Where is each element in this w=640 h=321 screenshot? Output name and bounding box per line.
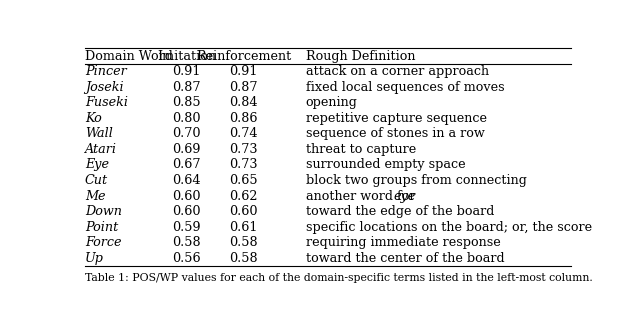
Text: surrounded empty space: surrounded empty space: [306, 159, 465, 171]
Text: Table 1: POS/WP values for each of the domain-specific terms listed in the left-: Table 1: POS/WP values for each of the d…: [85, 273, 593, 283]
Text: 0.60: 0.60: [172, 205, 201, 218]
Text: threat to capture: threat to capture: [306, 143, 416, 156]
Text: Fuseki: Fuseki: [85, 96, 128, 109]
Text: 0.87: 0.87: [172, 81, 201, 94]
Text: 0.56: 0.56: [172, 252, 201, 265]
Text: sequence of stones in a row: sequence of stones in a row: [306, 127, 484, 140]
Text: opening: opening: [306, 96, 358, 109]
Text: Imitation: Imitation: [157, 50, 216, 63]
Text: eye: eye: [394, 189, 416, 203]
Text: 0.62: 0.62: [229, 189, 258, 203]
Text: Eye: Eye: [85, 159, 109, 171]
Text: another word for: another word for: [306, 189, 419, 203]
Text: 0.80: 0.80: [172, 112, 201, 125]
Text: 0.85: 0.85: [172, 96, 201, 109]
Text: repetitive capture sequence: repetitive capture sequence: [306, 112, 486, 125]
Text: Ko: Ko: [85, 112, 102, 125]
Text: Point: Point: [85, 221, 118, 234]
Text: attack on a corner approach: attack on a corner approach: [306, 65, 489, 78]
Text: 0.59: 0.59: [172, 221, 201, 234]
Text: 0.64: 0.64: [172, 174, 201, 187]
Text: 0.86: 0.86: [229, 112, 258, 125]
Text: 0.91: 0.91: [230, 65, 258, 78]
Text: Domain Word: Domain Word: [85, 50, 173, 63]
Text: 0.74: 0.74: [229, 127, 258, 140]
Text: Pincer: Pincer: [85, 65, 127, 78]
Text: 0.60: 0.60: [229, 205, 258, 218]
Text: 0.84: 0.84: [229, 96, 258, 109]
Text: toward the center of the board: toward the center of the board: [306, 252, 504, 265]
Text: Force: Force: [85, 236, 122, 249]
Text: Joseki: Joseki: [85, 81, 124, 94]
Text: Me: Me: [85, 189, 106, 203]
Text: 0.67: 0.67: [172, 159, 201, 171]
Text: 0.73: 0.73: [229, 159, 258, 171]
Text: 0.60: 0.60: [172, 189, 201, 203]
Text: 0.58: 0.58: [229, 252, 258, 265]
Text: requiring immediate response: requiring immediate response: [306, 236, 500, 249]
Text: fixed local sequences of moves: fixed local sequences of moves: [306, 81, 504, 94]
Text: Up: Up: [85, 252, 104, 265]
Text: 0.58: 0.58: [172, 236, 201, 249]
Text: Atari: Atari: [85, 143, 117, 156]
Text: Wall: Wall: [85, 127, 113, 140]
Text: Down: Down: [85, 205, 122, 218]
Text: Rough Definition: Rough Definition: [306, 50, 415, 63]
Text: specific locations on the board; or, the score: specific locations on the board; or, the…: [306, 221, 592, 234]
Text: 0.65: 0.65: [229, 174, 258, 187]
Text: 0.70: 0.70: [172, 127, 201, 140]
Text: 0.61: 0.61: [230, 221, 258, 234]
Text: block two groups from connecting: block two groups from connecting: [306, 174, 527, 187]
Text: 0.91: 0.91: [172, 65, 201, 78]
Text: toward the edge of the board: toward the edge of the board: [306, 205, 494, 218]
Text: 0.69: 0.69: [172, 143, 201, 156]
Text: 0.58: 0.58: [229, 236, 258, 249]
Text: Cut: Cut: [85, 174, 108, 187]
Text: Reinforcement: Reinforcement: [196, 50, 291, 63]
Text: 0.73: 0.73: [229, 143, 258, 156]
Text: 0.87: 0.87: [229, 81, 258, 94]
